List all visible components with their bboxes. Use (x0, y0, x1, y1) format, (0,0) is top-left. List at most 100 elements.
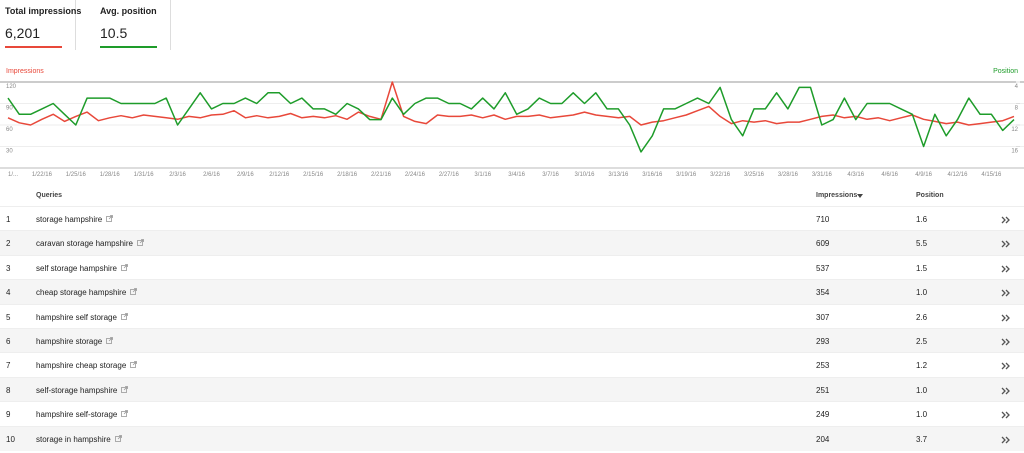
metric-value: 6,201 (5, 25, 41, 41)
x-tick-label: 1/25/16 (66, 172, 87, 178)
table-row[interactable]: 10 storage in hampshire 204 3.7 (0, 425, 1024, 451)
external-link-icon[interactable] (130, 361, 138, 369)
x-tick-label: 3/25/16 (744, 172, 765, 178)
external-link-icon[interactable] (114, 434, 122, 442)
x-tick-label: 2/18/16 (337, 172, 358, 178)
y2-tick-label: 12 (1011, 127, 1018, 133)
x-tick-label: 1/28/16 (100, 172, 121, 178)
query[interactable]: storage in hampshire (36, 435, 122, 444)
impressions: 710 (816, 215, 830, 224)
metric-value: 10.5 (100, 25, 128, 41)
external-link-icon[interactable] (121, 263, 128, 271)
external-link-icon[interactable] (121, 312, 128, 320)
x-tick-label: 4/9/16 (915, 172, 932, 178)
row-expand[interactable] (1001, 436, 1010, 444)
impressions: 253 (816, 361, 830, 371)
row-index: 10 (6, 434, 15, 444)
external-link-icon[interactable] (137, 239, 144, 247)
query[interactable]: self storage hampshire (36, 264, 128, 273)
query[interactable]: hampshire cheap storage (36, 361, 138, 370)
x-tick-label: 3/31/16 (812, 172, 833, 178)
row-expand[interactable] (1001, 240, 1010, 248)
x-tick-label: 3/22/16 (710, 172, 731, 178)
query[interactable]: hampshire self storage (36, 313, 128, 322)
table-row[interactable]: 7 hampshire cheap storage 253 1.2 (0, 352, 1024, 377)
row-index: 3 (6, 263, 11, 273)
row-expand[interactable] (1001, 362, 1010, 370)
y2-tick-label: 16 (1011, 149, 1018, 155)
external-link-icon[interactable] (130, 288, 138, 296)
column-header[interactable]: Impressions (816, 192, 858, 199)
impressions: 307 (816, 312, 830, 322)
metric-card[interactable]: Avg. position 10.5 (95, 0, 171, 50)
metric-label: Total impressions (5, 6, 82, 16)
row-index: 6 (6, 337, 11, 346)
table-row[interactable]: 3 self storage hampshire 537 1.5 (0, 254, 1024, 280)
position: 2.5 (916, 337, 928, 346)
row-index: 5 (6, 312, 11, 322)
impressions: 537 (816, 263, 830, 273)
x-tick-label: 1/... (8, 172, 18, 178)
query[interactable]: cheap storage hampshire (36, 288, 138, 297)
legend-entry: Position (993, 68, 1018, 75)
impressions: 249 (816, 410, 830, 420)
y2-tick-label: 8 (1015, 106, 1019, 112)
x-tick-label: 3/4/16 (508, 172, 525, 178)
row-index: 1 (6, 215, 11, 224)
impressions: 293 (816, 337, 830, 346)
series-line (7, 86, 1015, 153)
position: 1.0 (916, 385, 928, 395)
table-row[interactable]: 6 hampshire storage 293 2.5 (0, 328, 1024, 353)
table-row[interactable]: 5 hampshire self storage 307 2.6 (0, 303, 1024, 329)
row-expand[interactable] (1001, 338, 1010, 346)
y2-tick-label: 4 (1015, 84, 1019, 90)
metric-underline (5, 46, 62, 48)
table-row[interactable]: 1 storage hampshire 710 1.6 (0, 206, 1024, 231)
sort-arrow[interactable] (857, 193, 863, 199)
query[interactable]: caravan storage hampshire (36, 239, 144, 248)
x-tick-label: 1/22/16 (32, 172, 53, 178)
row-expand[interactable] (1001, 265, 1010, 273)
query[interactable]: hampshire storage (36, 337, 114, 346)
table-row[interactable]: 4 cheap storage hampshire 354 1.0 (0, 279, 1024, 305)
y-tick-label: 30 (6, 149, 13, 155)
x-tick-label: 3/13/16 (608, 172, 629, 178)
position: 1.0 (916, 410, 928, 420)
x-tick-label: 2/15/16 (303, 172, 324, 178)
external-link-icon[interactable] (121, 410, 129, 418)
query[interactable]: hampshire self-storage (36, 410, 129, 419)
query[interactable]: self-storage hampshire (36, 385, 129, 395)
query[interactable]: storage hampshire (36, 215, 114, 224)
external-link-icon[interactable] (121, 385, 129, 393)
position: 1.2 (916, 361, 928, 371)
column-header: Position (916, 192, 944, 199)
metric-card[interactable]: Total impressions 6,201 (0, 0, 81, 50)
x-tick-label: 3/19/16 (676, 172, 697, 178)
x-tick-label: 3/10/16 (574, 172, 595, 178)
external-link-icon[interactable] (106, 215, 114, 222)
table-row[interactable]: 2 caravan storage hampshire 609 5.5 (0, 230, 1024, 256)
x-tick-label: 2/9/16 (237, 172, 254, 178)
position: 3.7 (916, 434, 928, 444)
row-expand[interactable] (1001, 387, 1010, 395)
impressions: 251 (816, 385, 830, 395)
row-index: 2 (6, 239, 11, 249)
y-tick-label: 90 (6, 106, 13, 112)
row-expand[interactable] (1001, 411, 1010, 419)
table-row[interactable]: 9 hampshire self-storage 249 1.0 (0, 401, 1024, 426)
x-tick-label: 4/12/16 (947, 172, 968, 178)
legend-entry: Impressions (6, 68, 44, 75)
row-expand[interactable] (1001, 314, 1010, 322)
table-row[interactable]: 8 self-storage hampshire 251 1.0 (0, 376, 1024, 402)
position: 1.5 (916, 263, 928, 273)
row-index: 7 (6, 361, 11, 371)
external-link-icon[interactable] (106, 337, 114, 344)
row-expand[interactable] (1001, 216, 1010, 224)
column-header: Queries (36, 192, 63, 199)
chart: Impressions Position 30 60 90 120 4 8 12 16 1/..… (0, 68, 1024, 178)
impressions: 609 (816, 239, 830, 249)
metric-underline (100, 46, 157, 48)
row-expand[interactable] (1001, 289, 1010, 297)
row-index: 4 (6, 288, 11, 298)
